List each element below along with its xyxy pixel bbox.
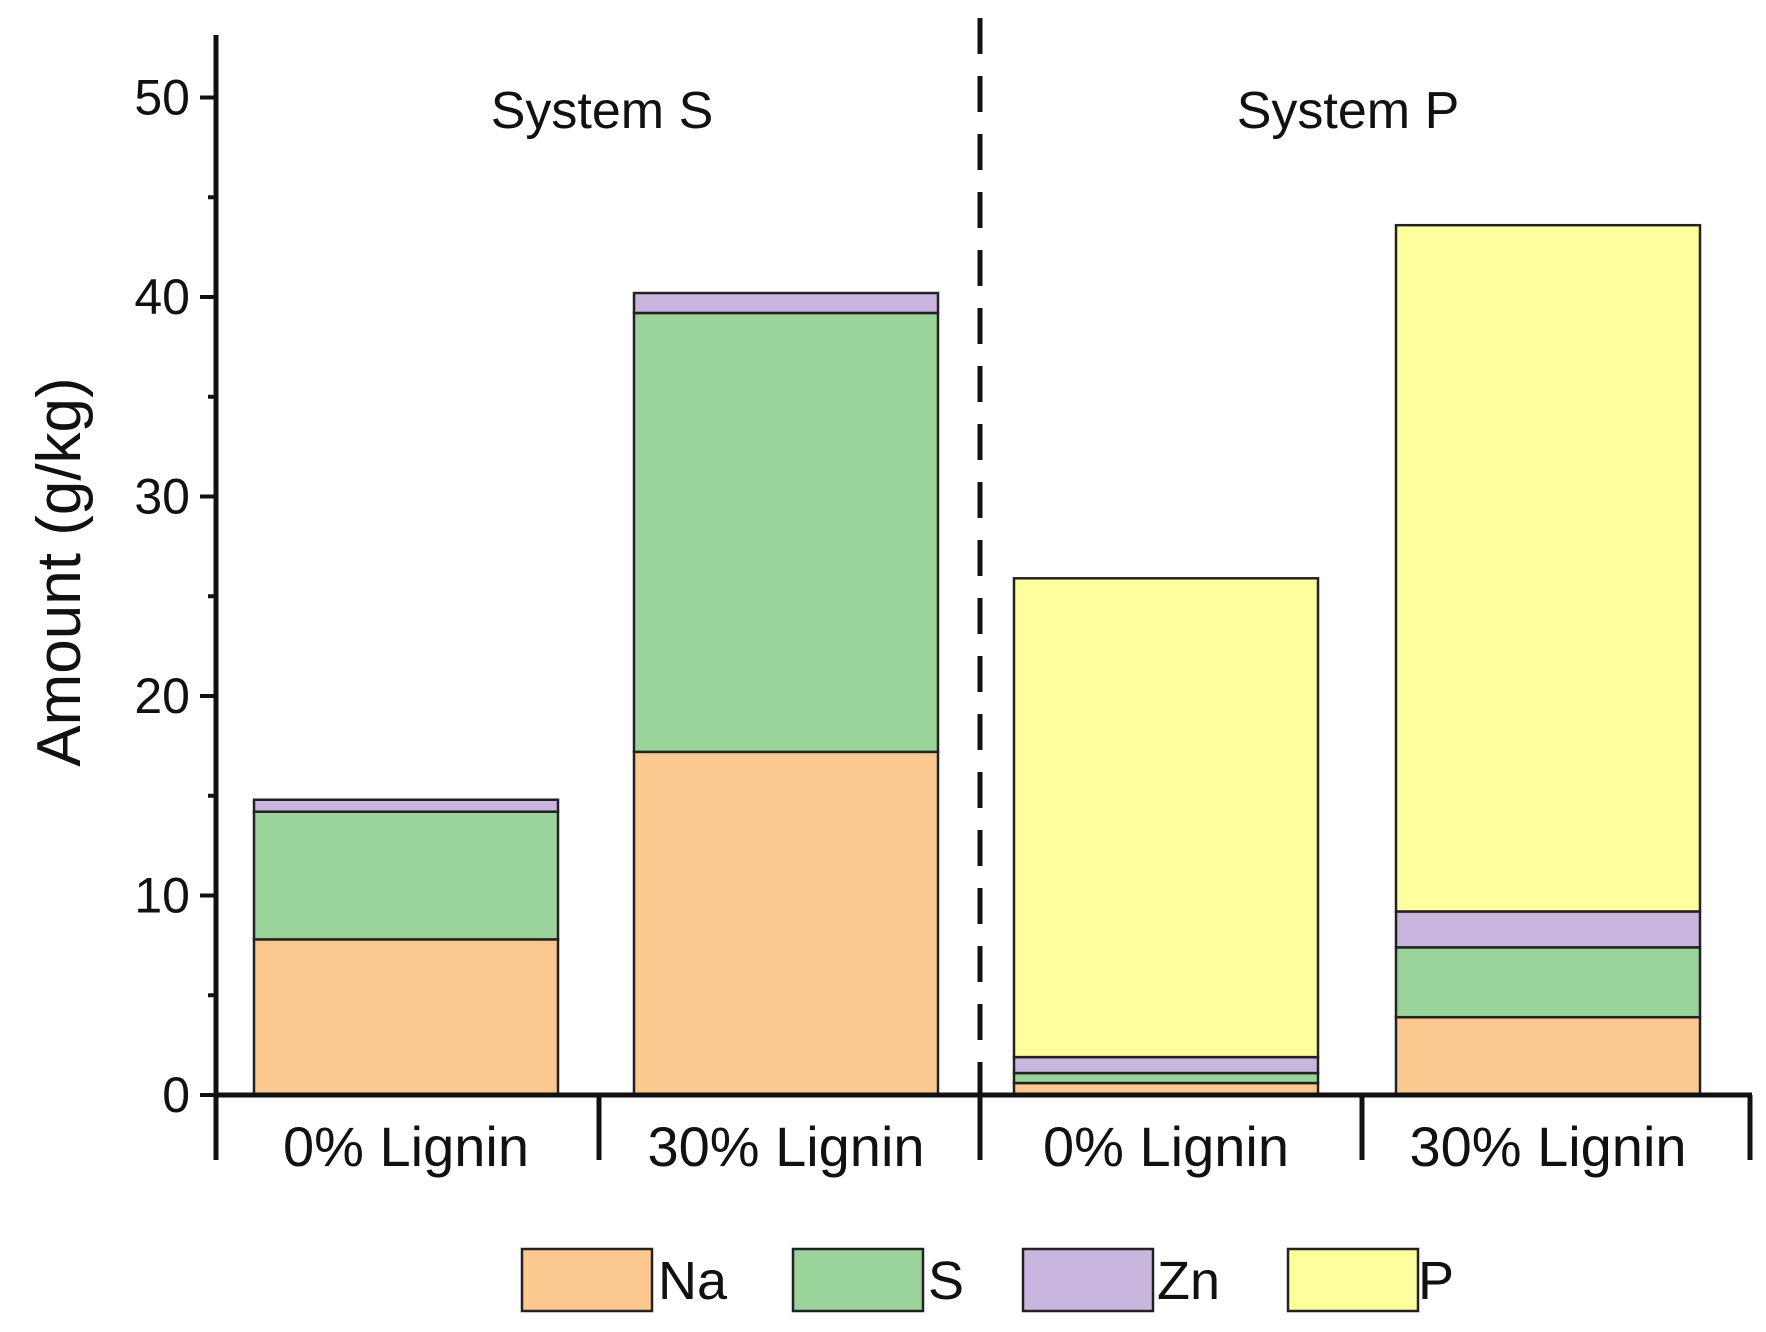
bars-layer	[252, 223, 1702, 1097]
axes-layer	[200, 18, 1753, 1160]
bar-segment-p-2	[1012, 577, 1320, 1059]
labels-layer: 0 10 20 30 40 50 0% Lignin 30% Lignin 0% Lignin 3…	[25, 70, 1687, 1179]
x-category-label-1: 30% Lignin	[647, 1115, 924, 1178]
y-tick-label-0: 0	[162, 1067, 190, 1123]
x-category-label-2: 0% Lignin	[1043, 1115, 1289, 1178]
legend-label-p: P	[1418, 1251, 1454, 1311]
bar-segment-na-0	[252, 938, 560, 1097]
y-tick-label-50: 50	[134, 70, 190, 126]
legend-label-s: S	[928, 1251, 964, 1311]
y-tick-label-30: 30	[134, 469, 190, 525]
bar-segment-zn-1	[632, 291, 940, 315]
legend-swatch-na	[520, 1247, 654, 1313]
bar-segment-s-2	[1012, 1071, 1320, 1085]
bar-segment-zn-2	[1012, 1055, 1320, 1075]
y-tick-label-20: 20	[134, 668, 190, 724]
bar-segment-zn-0	[252, 798, 560, 813]
legend: Na S Zn P	[520, 1247, 1454, 1313]
bar-segment-s-3	[1394, 946, 1702, 1019]
legend-label-na: Na	[658, 1251, 728, 1311]
legend-swatch-s	[791, 1247, 925, 1313]
bar-segment-p-3	[1394, 223, 1702, 913]
bar-segment-na-3	[1394, 1015, 1702, 1097]
group-label-1: System P	[1237, 82, 1460, 140]
y-tick-label-40: 40	[134, 269, 190, 325]
bar-segment-na-1	[632, 750, 940, 1097]
bar-segment-zn-3	[1394, 910, 1702, 949]
x-category-label-0: 0% Lignin	[283, 1115, 529, 1178]
legend-swatch-p	[1286, 1247, 1420, 1313]
legend-label-zn: Zn	[1157, 1251, 1220, 1311]
y-tick-label-10: 10	[134, 868, 190, 924]
x-category-label-3: 30% Lignin	[1409, 1115, 1686, 1178]
legend-swatch-zn	[1021, 1247, 1155, 1313]
bar-segment-s-0	[252, 810, 560, 941]
group-label-0: System S	[491, 82, 714, 140]
y-axis-title: Amount (g/kg)	[25, 377, 94, 766]
bar-segment-s-1	[632, 311, 940, 754]
